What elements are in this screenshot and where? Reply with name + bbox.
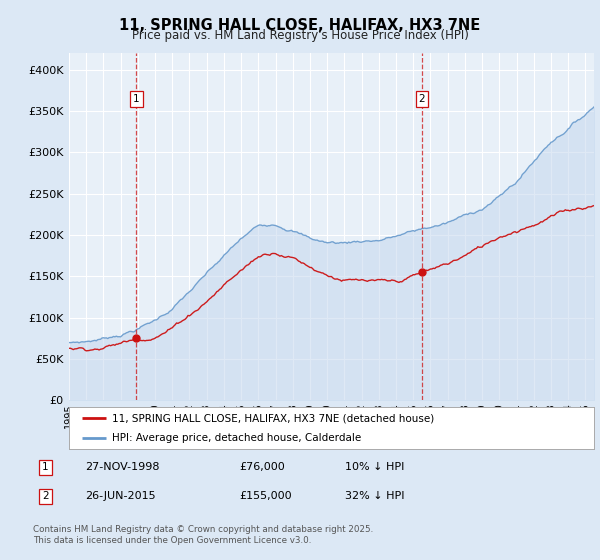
Text: 11, SPRING HALL CLOSE, HALIFAX, HX3 7NE: 11, SPRING HALL CLOSE, HALIFAX, HX3 7NE (119, 18, 481, 33)
Text: Price paid vs. HM Land Registry's House Price Index (HPI): Price paid vs. HM Land Registry's House … (131, 29, 469, 42)
Text: 27-NOV-1998: 27-NOV-1998 (85, 463, 160, 472)
Text: 10% ↓ HPI: 10% ↓ HPI (344, 463, 404, 472)
Text: HPI: Average price, detached house, Calderdale: HPI: Average price, detached house, Cald… (112, 433, 361, 443)
Text: £76,000: £76,000 (240, 463, 286, 472)
Text: Contains HM Land Registry data © Crown copyright and database right 2025.
This d: Contains HM Land Registry data © Crown c… (33, 525, 373, 545)
Text: 26-JUN-2015: 26-JUN-2015 (85, 492, 156, 501)
Text: 2: 2 (419, 94, 425, 104)
Text: 2: 2 (42, 492, 49, 501)
Text: 32% ↓ HPI: 32% ↓ HPI (344, 492, 404, 501)
Text: 11, SPRING HALL CLOSE, HALIFAX, HX3 7NE (detached house): 11, SPRING HALL CLOSE, HALIFAX, HX3 7NE … (112, 413, 434, 423)
Text: 1: 1 (42, 463, 49, 472)
Text: £155,000: £155,000 (240, 492, 292, 501)
Text: 1: 1 (133, 94, 140, 104)
